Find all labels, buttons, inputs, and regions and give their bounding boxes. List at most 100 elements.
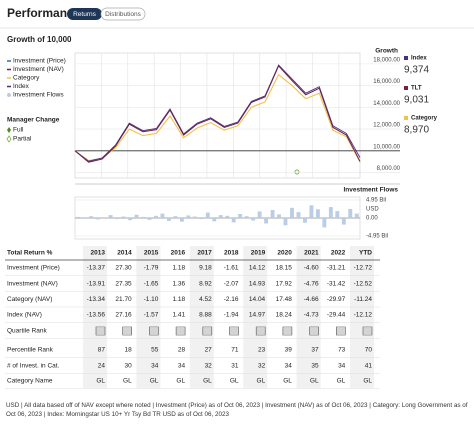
flow-bar (108, 215, 113, 218)
cell: -1.57 (144, 312, 159, 319)
column-shade (83, 246, 107, 388)
row-label: Investment (NAV) (7, 281, 58, 288)
flow-bar (238, 214, 243, 218)
legend-label: Index (13, 83, 30, 90)
cell: 31 (231, 363, 239, 370)
cell: GL (337, 378, 346, 385)
cell: -13.56 (87, 312, 106, 319)
cell: 18.15 (276, 265, 293, 272)
cell: 71 (231, 347, 239, 354)
growth-line (74, 65, 361, 163)
cell: -1.10 (144, 296, 159, 303)
cell: -11.24 (354, 296, 372, 303)
end-value: 9,031 (404, 95, 429, 106)
flow-bar (89, 216, 94, 218)
column-shade (350, 246, 374, 388)
cell: 1.41 (172, 312, 185, 319)
flow-bar (309, 205, 314, 218)
growth-line (74, 73, 361, 163)
flow-bar (264, 218, 269, 224)
cell: 70 (365, 347, 373, 354)
legend-label: Investment (Price) (13, 58, 66, 65)
row-label: Quartile Rank (7, 328, 47, 335)
tab-distributions[interactable]: Distributions (105, 11, 142, 18)
cell: 27 (205, 347, 213, 354)
cell: -1.61 (224, 265, 239, 272)
column-header: 2013 (91, 250, 106, 257)
cell: -4.60 (304, 265, 319, 272)
cell: -12.52 (354, 281, 373, 288)
cell: -12.12 (354, 312, 373, 319)
cell: -4.73 (304, 312, 319, 319)
cell: 14.93 (249, 281, 266, 288)
legend-label: Full (13, 127, 24, 134)
cell: GL (123, 378, 132, 385)
cell: GL (230, 378, 239, 385)
cell: -2.16 (224, 296, 239, 303)
end-name: Category (411, 116, 438, 122)
cell: 24 (98, 363, 106, 370)
cell: -1.94 (224, 312, 239, 319)
y-tick-label: 10,000.00 (373, 144, 400, 150)
manager-change-marker (294, 169, 300, 175)
column-shade (243, 246, 268, 388)
end-swatch (404, 86, 408, 90)
flow-bar (76, 216, 81, 218)
cell: GL (176, 378, 185, 385)
column-header: YTD (359, 250, 372, 257)
cell: -12.72 (354, 265, 373, 272)
flow-bar (244, 216, 249, 218)
cell: 8.88 (199, 312, 212, 319)
column-header: 2019 (251, 250, 266, 257)
column-header: 2016 (171, 250, 186, 257)
flows-title: Investment Flows (343, 187, 398, 194)
flow-bar (251, 218, 256, 221)
flow-bar (354, 213, 359, 218)
end-swatch (404, 56, 408, 60)
cell: GL (203, 378, 212, 385)
flow-bar (322, 218, 327, 228)
cell: 30 (124, 363, 132, 370)
legend-label: Category (13, 75, 40, 82)
flow-bar (290, 207, 294, 218)
flow-bar (270, 210, 275, 218)
tab-bg[interactable] (100, 7, 146, 21)
flow-bar (186, 215, 191, 218)
cell: 39 (285, 347, 293, 354)
cell: 23 (258, 347, 266, 354)
column-header: 2014 (117, 250, 132, 257)
cell: 34 (338, 363, 346, 370)
cell: -1.65 (144, 281, 159, 288)
y-axis-title: Growth (375, 48, 398, 55)
flow-bar (212, 218, 217, 222)
tab-active-bg[interactable] (67, 8, 102, 20)
cell: 32 (205, 363, 213, 370)
cell: -29.97 (327, 296, 346, 303)
flows-unit: USD (366, 207, 379, 213)
flow-bar (147, 218, 152, 220)
row-label: Category (NAV) (7, 296, 52, 303)
column-shade (189, 246, 214, 388)
tab-returns[interactable]: Returns (73, 11, 97, 18)
flow-bar (328, 207, 333, 218)
flow-bar (82, 218, 87, 219)
flow-bar (218, 215, 223, 218)
column-header: 2021 (304, 250, 319, 257)
flow-bar (257, 211, 262, 218)
y-tick-label: 18,000.00 (373, 57, 400, 63)
flow-bar (283, 218, 288, 226)
flow-bar (95, 218, 100, 220)
flow-bar (231, 218, 236, 223)
flow-bar (134, 214, 139, 218)
cell: -31.21 (327, 265, 346, 272)
cell: 28 (178, 347, 186, 354)
flow-bar (160, 213, 165, 218)
row-label: Category Name (7, 378, 53, 385)
cell: 34 (178, 363, 186, 370)
cell: -1.79 (144, 265, 159, 272)
growth-line (74, 64, 361, 163)
row-label: Index (NAV) (7, 312, 42, 319)
end-swatch (404, 116, 408, 120)
cell: 37 (311, 347, 319, 354)
column-header: 2022 (331, 250, 346, 257)
